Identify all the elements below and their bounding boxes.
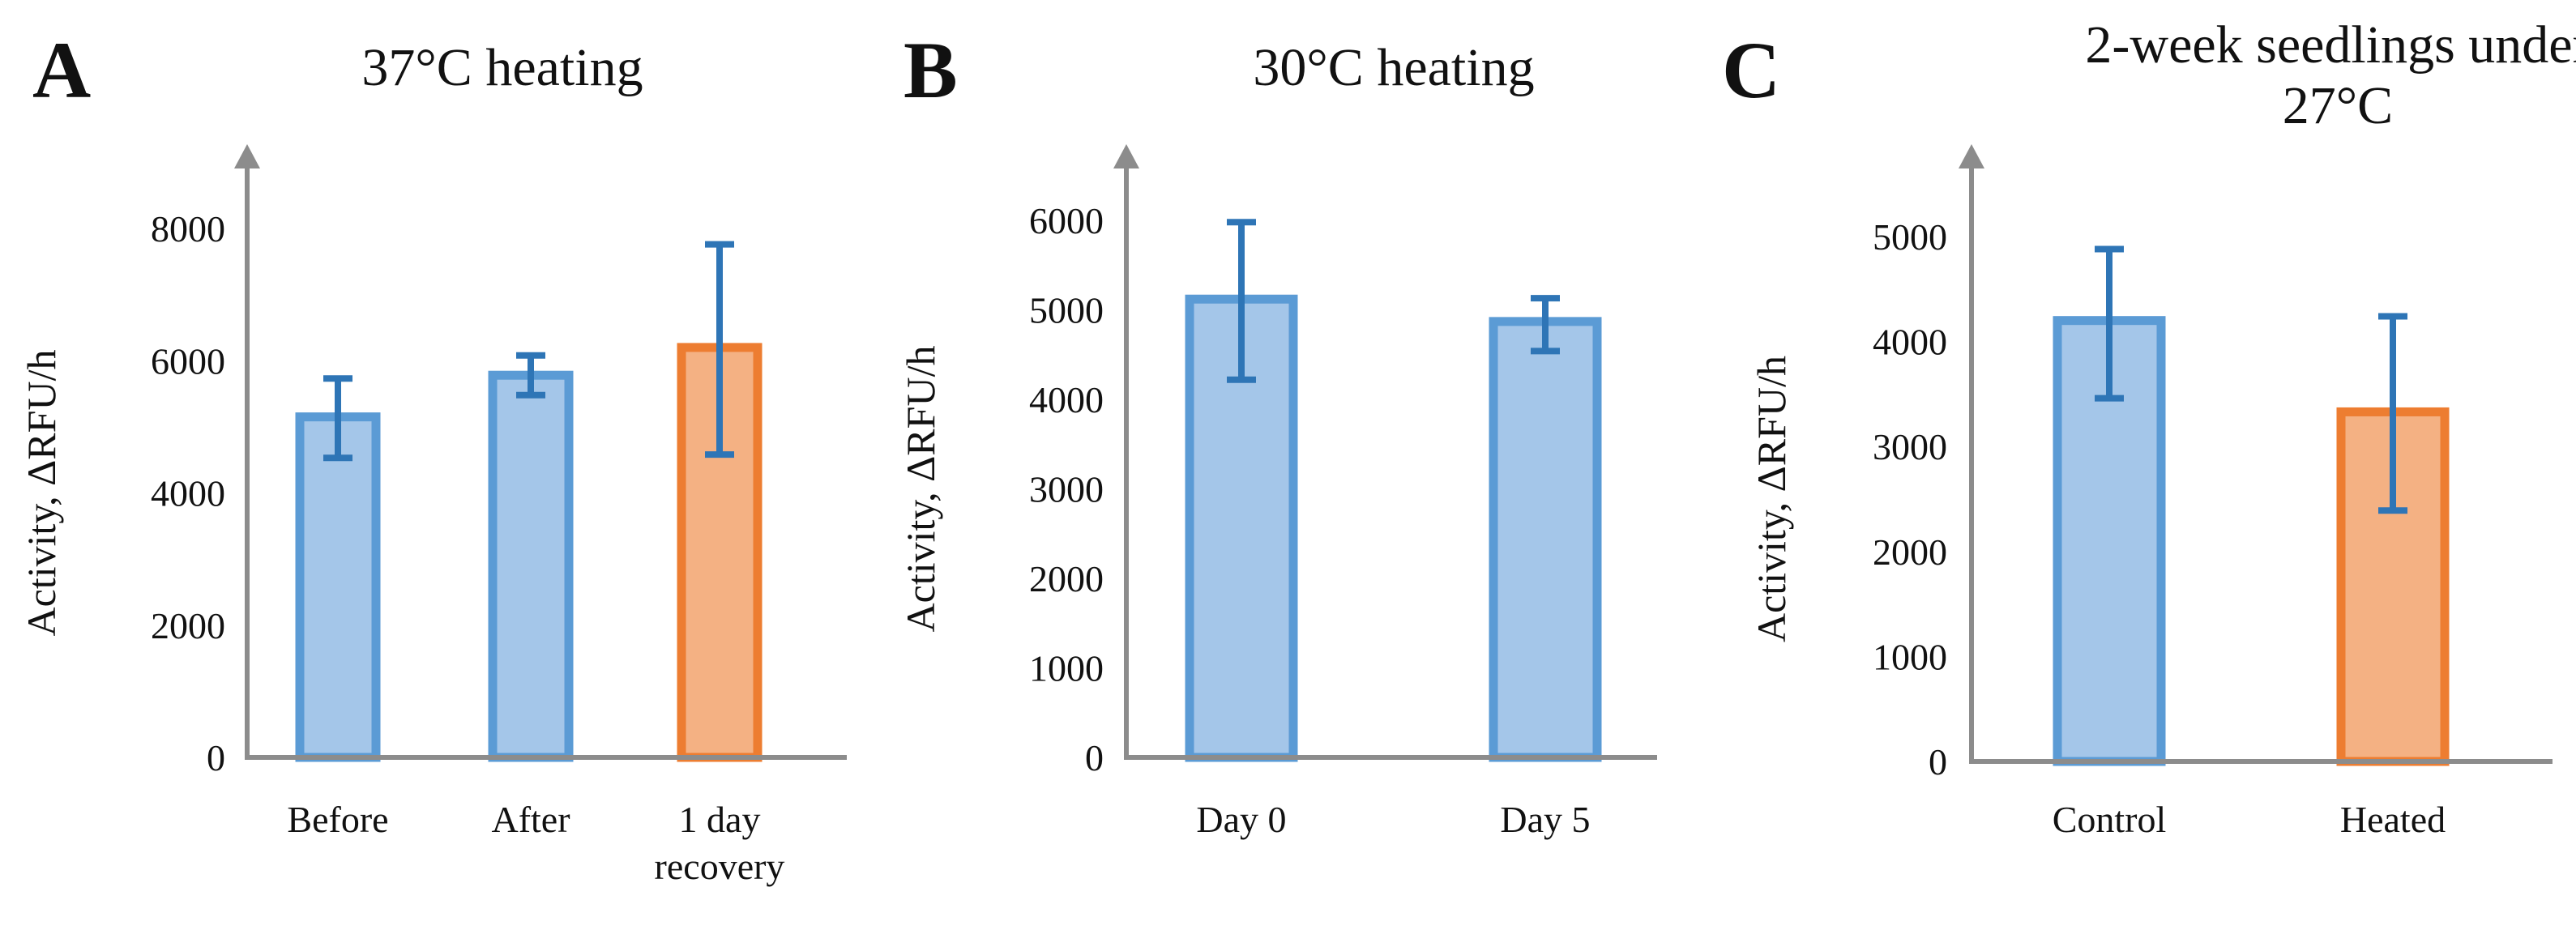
y-axis-arrow-icon <box>1959 144 1984 168</box>
panel-b: B 30°C heating Activity, ΔRFU/h 0 1000 2000 30… <box>898 25 1657 840</box>
y-tick-label: 2000 <box>1873 531 1947 573</box>
y-tick-label: 0 <box>1085 737 1104 778</box>
bar <box>295 412 381 762</box>
y-tick-label: 6000 <box>1029 200 1104 241</box>
y-tick-label: 2000 <box>151 605 225 646</box>
y-tick-label: 3000 <box>1873 426 1947 467</box>
x-tick-label: After <box>491 799 570 840</box>
y-tick-label: 0 <box>207 737 225 778</box>
error-bar <box>2378 313 2407 514</box>
y-tick-label: 0 <box>1929 741 1947 783</box>
y-axis-label: Activity, ΔRFU/h <box>1749 356 1794 642</box>
x-tick-label: 1 day <box>679 799 761 840</box>
x-tick-label: recovery <box>655 846 785 887</box>
bar <box>488 370 574 762</box>
error-bar <box>705 241 734 458</box>
error-bar <box>516 352 545 399</box>
chart-title: 37°C heating <box>361 38 643 97</box>
y-tick-label: 8000 <box>151 208 225 249</box>
error-bar <box>323 375 352 462</box>
y-tick-label: 5000 <box>1873 216 1947 258</box>
chart-title: 2-week seedlings under <box>2085 15 2576 75</box>
y-tick-label: 4000 <box>1029 379 1104 420</box>
error-bar <box>1227 219 1256 383</box>
x-tick-label: Before <box>287 799 388 840</box>
y-axis-label: Activity, ΔRFU/h <box>898 346 943 633</box>
panel-letter: C <box>1722 25 1780 115</box>
x-tick-label: Day 0 <box>1196 799 1286 840</box>
y-tick-label: 6000 <box>151 340 225 382</box>
x-tick-label: Day 5 <box>1500 799 1590 840</box>
y-axis-arrow-icon <box>1113 144 1139 168</box>
y-tick-label: 4000 <box>1873 322 1947 363</box>
panel-letter: B <box>904 25 958 115</box>
error-bar <box>1531 295 1560 355</box>
y-tick-label: 1000 <box>1873 636 1947 677</box>
chart-title: 30°C heating <box>1253 38 1534 97</box>
chart-title: 27°C <box>2283 76 2393 135</box>
y-tick-label: 2000 <box>1029 558 1104 599</box>
y-axis-arrow-icon <box>234 144 260 168</box>
y-axis-label: Activity, ΔRFU/h <box>19 350 64 637</box>
y-tick-label: 4000 <box>151 473 225 514</box>
y-tick-label: 5000 <box>1029 290 1104 331</box>
error-bar <box>2095 245 2124 402</box>
y-tick-label: 1000 <box>1029 648 1104 689</box>
y-tick-label: 3000 <box>1029 469 1104 510</box>
x-tick-label: Heated <box>2340 799 2446 840</box>
panel-a: A 37°C heating Activity, ΔRFU/h 0 2000 4000 60… <box>19 25 847 887</box>
x-tick-label: Control <box>2053 799 2167 840</box>
panel-letter: A <box>32 25 91 115</box>
bar <box>1489 317 1602 762</box>
